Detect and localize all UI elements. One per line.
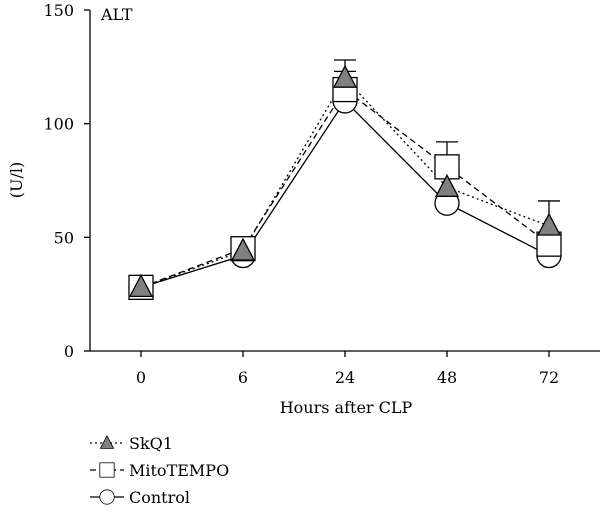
y-tick-label: 100 — [43, 115, 74, 134]
legend-item-skq1: SkQ1 — [90, 434, 173, 453]
legend-symbol-skq1 — [99, 434, 115, 449]
data-point-skq1 — [536, 212, 562, 236]
data-point-skq1 — [332, 64, 358, 88]
legend-item-control: Control — [90, 488, 190, 507]
chart-title: ALT — [100, 5, 133, 24]
data-point-skq1 — [128, 273, 154, 297]
series-layer — [128, 59, 562, 300]
series-control-line-group — [140, 99, 550, 288]
legend-item-mitotempo: MitoTEMPO — [90, 461, 229, 480]
legend-symbol-mitotempo — [99, 462, 115, 478]
legend-marker-skq1 — [99, 434, 115, 449]
x-tick-label: 48 — [437, 368, 457, 387]
y-tick-label: 50 — [54, 228, 74, 247]
data-point-skq1 — [230, 237, 256, 261]
series-control-markers — [128, 88, 562, 300]
series-skq1-markers — [128, 64, 562, 297]
legend-symbol-control — [99, 489, 115, 505]
series-line-mitotempo — [140, 88, 550, 288]
y-tick-label: 150 — [43, 1, 74, 20]
x-ticks: 0 6 24 48 72 — [136, 351, 559, 387]
legend-marker-mitotempo — [99, 462, 115, 478]
legend-label-mitotempo: MitoTEMPO — [129, 461, 229, 480]
data-point-mitotempo — [536, 231, 562, 257]
legend: SkQ1 MitoTEMPO Control — [90, 434, 229, 507]
x-tick-label: 24 — [335, 368, 355, 387]
x-tick-label: 6 — [238, 368, 248, 387]
y-ticks: 0 50 100 150 — [43, 1, 90, 361]
x-tick-label: 0 — [136, 368, 146, 387]
y-tick-label: 0 — [64, 342, 74, 361]
legend-marker-control — [99, 489, 115, 505]
y-axis-label: (U/l) — [7, 162, 26, 198]
legend-label-control: Control — [129, 488, 190, 507]
legend-label-skq1: SkQ1 — [129, 434, 173, 453]
data-point-skq1 — [434, 173, 460, 197]
series-line-control — [140, 99, 550, 288]
x-tick-label: 72 — [539, 368, 559, 387]
x-axis-label: Hours after CLP — [280, 398, 413, 417]
